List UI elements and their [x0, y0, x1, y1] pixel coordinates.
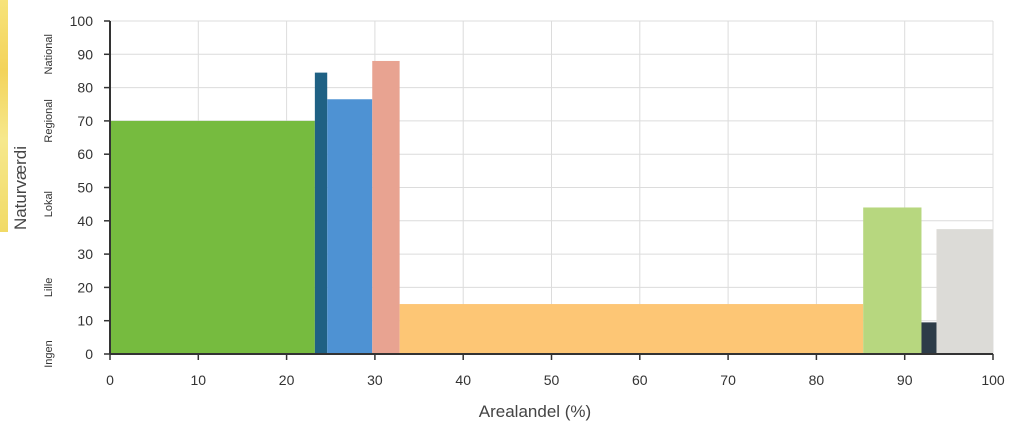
y-tick-label-0: 0: [85, 346, 93, 362]
bar-4[interactable]: [399, 304, 864, 354]
y-tick-label-6: 60: [77, 146, 93, 162]
x-tick-label-9: 90: [897, 372, 913, 388]
bars: [110, 60, 993, 355]
x-tick-label-6: 60: [632, 372, 648, 388]
background-map-strip: [0, 0, 8, 232]
y-tick-label-1: 10: [77, 313, 93, 329]
y-axis-title: Naturværdi: [11, 146, 30, 230]
y-tick-label-2: 20: [77, 279, 93, 295]
x-tick-label-5: 50: [544, 372, 560, 388]
bar-1[interactable]: [314, 72, 328, 355]
bar-0[interactable]: [110, 120, 315, 355]
y-tick-label-8: 80: [77, 80, 93, 96]
y-tick-label-10: 100: [70, 13, 94, 29]
bar-2[interactable]: [327, 99, 373, 354]
category-label-lille: Lille: [43, 278, 55, 298]
category-label-lokal: Lokal: [43, 191, 55, 217]
x-axis-title: Arealandel (%): [479, 402, 591, 421]
category-label-regional: Regional: [43, 99, 55, 142]
x-tick-label-8: 80: [809, 372, 825, 388]
x-tick-labels: 0 10 20 30 40 50 60 70 80 90 100: [106, 354, 1005, 388]
x-tick-label-7: 70: [720, 372, 736, 388]
y-tick-label-4: 40: [77, 213, 93, 229]
category-label-national: National: [43, 34, 55, 74]
bar-3[interactable]: [372, 60, 400, 355]
x-tick-label-0: 0: [106, 372, 114, 388]
bar-6[interactable]: [921, 322, 937, 354]
category-labels: Ingen Lille Lokal Regional National: [43, 34, 55, 368]
x-tick-label-10: 100: [981, 372, 1005, 388]
y-tick-label-3: 30: [77, 246, 93, 262]
bar-5[interactable]: [863, 207, 922, 354]
y-tick-label-9: 90: [77, 46, 93, 62]
x-tick-label-3: 30: [367, 372, 383, 388]
category-label-ingen: Ingen: [43, 340, 55, 368]
x-tick-label-4: 40: [455, 372, 471, 388]
y-tick-label-5: 50: [77, 180, 93, 196]
bar-7[interactable]: [936, 229, 993, 354]
x-tick-label-1: 10: [191, 372, 207, 388]
y-tick-labels: 0 10 20 30 40 50 60 70 80 90 100: [70, 13, 110, 362]
y-tick-label-7: 70: [77, 113, 93, 129]
x-tick-label-2: 20: [279, 372, 295, 388]
